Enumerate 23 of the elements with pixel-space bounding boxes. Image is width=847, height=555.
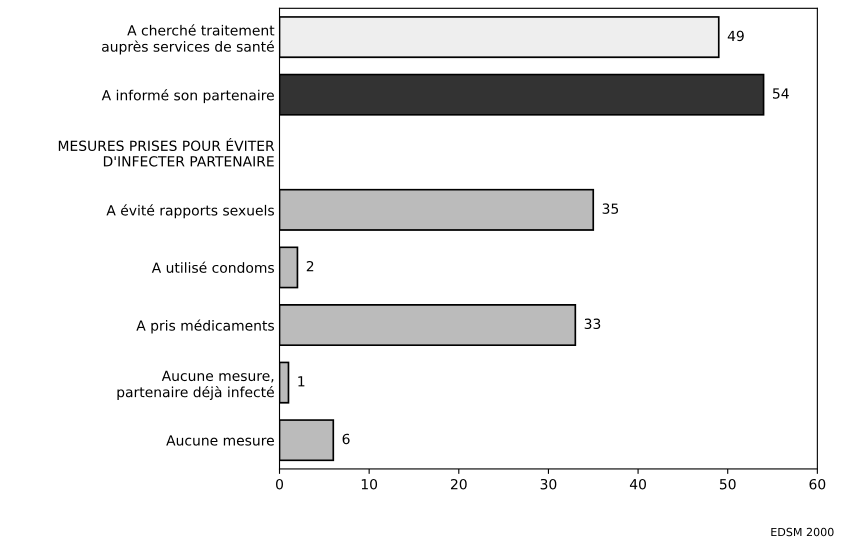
data-label: 35 [602,203,618,214]
x-tick-label: 60 [809,478,826,490]
x-tick-label: 30 [540,478,556,490]
x-tick-label: 0 [276,478,284,490]
y-tick-label: A utilisé condoms [152,262,274,273]
y-tick-label: MESURES PRISES POUR ÉVITER D'INFECTER PARTENAIRE [58,138,274,167]
data-label: 2 [306,260,314,272]
x-tick-label: 20 [450,478,467,490]
x-tick-label: 40 [630,478,646,490]
data-label: 6 [342,434,350,444]
text: EDSM 2000 [771,528,834,536]
data-label: 33 [584,318,600,330]
y-tick-label: A informé son partenaire [102,89,274,104]
data-label: 54 [772,88,789,99]
y-tick-label: A évité rapports sexuels [106,204,274,218]
y-tick-label: A cherché traitement auprès services de santé [102,24,274,54]
x-tick-label: 50 [720,478,736,490]
y-tick-label: Aucune mesure, partenaire déjà infecté [117,370,274,400]
y-tick-label: Aucune mesure [166,435,274,446]
x-tick-label: 10 [362,478,378,490]
data-label: 49 [728,30,744,42]
data-label: 1 [298,376,304,386]
y-tick-label: A pris médicaments [136,319,274,334]
